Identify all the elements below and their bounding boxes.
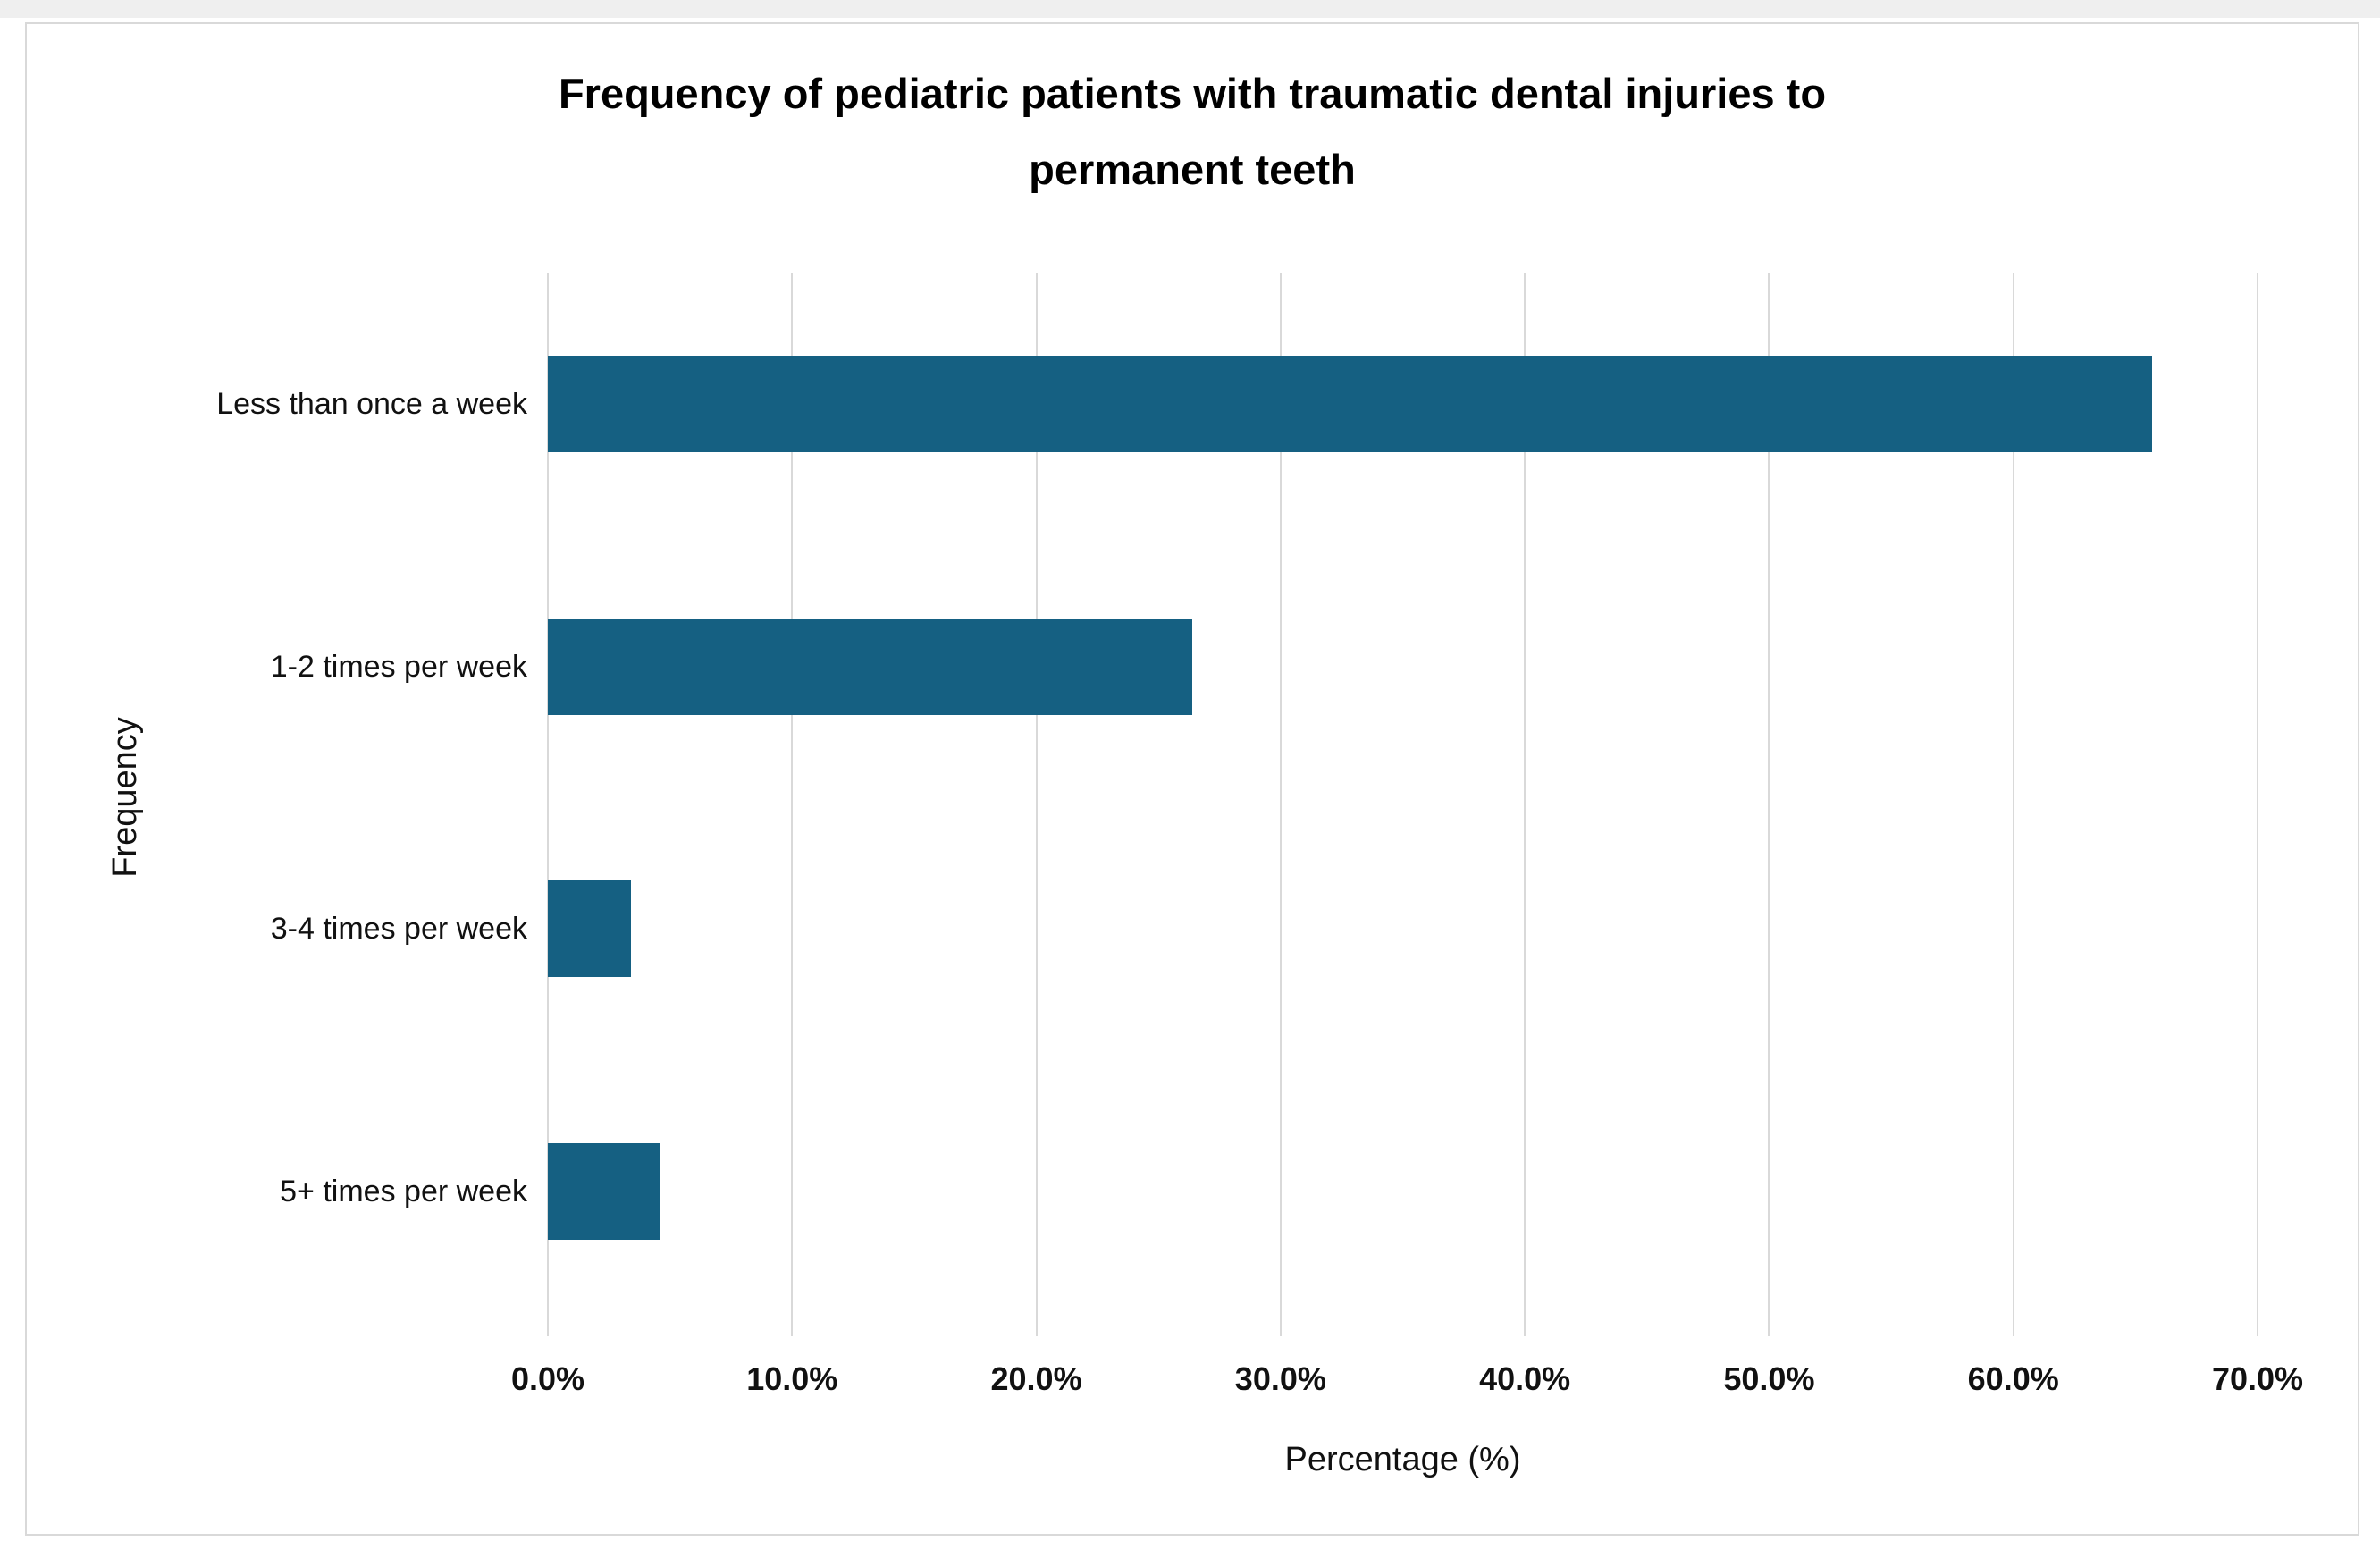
x-tick-label: 30.0% (1234, 1360, 1326, 1397)
gridline (1035, 273, 1038, 1336)
bar (548, 1143, 660, 1241)
gridline (1768, 273, 1770, 1336)
category-label: 1-2 times per week (270, 649, 527, 684)
gridline (2012, 273, 2014, 1336)
x-tick-label: 10.0% (746, 1360, 838, 1397)
bar (548, 880, 631, 978)
chart-card (25, 22, 2359, 1536)
chart-title-line-1: Frequency of pediatric patients with tra… (558, 70, 1827, 117)
x-axis-title: Percentage (%) (1284, 1441, 1521, 1478)
category-label: 3-4 times per week (270, 912, 527, 947)
gridline (791, 273, 794, 1336)
gridline (1524, 273, 1526, 1336)
gridline (1279, 273, 1282, 1336)
x-tick-label: 60.0% (1967, 1360, 2059, 1397)
chart-title-line-2: permanent teeth (1029, 146, 1356, 193)
bar (548, 355, 2153, 452)
x-tick-label: 0.0% (510, 1360, 585, 1397)
gridline (547, 273, 549, 1336)
x-tick-label: 50.0% (1723, 1360, 1815, 1397)
bar (548, 618, 1193, 715)
window-top-strip (0, 0, 2380, 18)
x-tick-label: 70.0% (2211, 1360, 2304, 1397)
chart-title: Frequency of pediatric patients with tra… (25, 55, 2359, 207)
category-label: 5+ times per week (280, 1174, 527, 1209)
x-tick-label: 20.0% (990, 1360, 1082, 1397)
gridline (2257, 273, 2258, 1336)
category-label: Less than once a week (216, 386, 527, 421)
x-tick-label: 40.0% (1479, 1360, 1571, 1397)
